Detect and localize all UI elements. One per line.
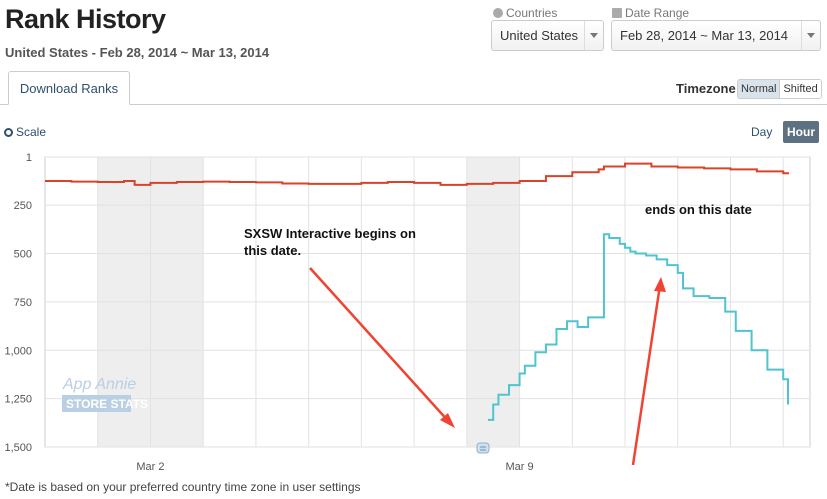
tab-bar-divider xyxy=(0,104,827,105)
y-tick-label-1: 250 xyxy=(14,200,32,212)
date-range-label: Date Range xyxy=(612,6,689,20)
y-tick-label-0: 1 xyxy=(26,152,32,164)
timezone-label: Timezone xyxy=(676,81,736,96)
timezone-normal-button[interactable]: Normal xyxy=(738,80,781,98)
arrow-start-line xyxy=(309,267,451,424)
arrow-end-line xyxy=(631,284,662,466)
chevron-down-icon xyxy=(801,21,820,50)
footnote: *Date is based on your preferred country… xyxy=(5,480,361,494)
date-range-select[interactable]: Feb 28, 2014 ~ Mar 13, 2014 xyxy=(611,20,821,51)
watermark: App Annie STORE STATS xyxy=(62,376,148,412)
annotation-sxsw-ends: ends on this date xyxy=(645,202,752,217)
y-tick-label-3: 750 xyxy=(14,297,32,309)
globe-icon xyxy=(493,8,503,18)
day-button[interactable]: Day xyxy=(751,125,773,139)
countries-select-value: United States xyxy=(500,28,579,43)
timezone-shifted-button[interactable]: Shifted xyxy=(780,80,821,98)
date-range-label-text: Date Range xyxy=(625,6,690,20)
watermark-line2: STORE STATS xyxy=(66,397,148,411)
annotation-sxsw-begins: SXSW Interactive begins on this date. xyxy=(244,226,416,258)
countries-select[interactable]: United States xyxy=(491,20,604,51)
arrow-end-head xyxy=(654,277,666,292)
rank-history-chart: 1 250 500 750 1,000 1,250 1,500 Mar 2 Mar 9 App… xyxy=(4,152,811,473)
watermark-line1: App Annie xyxy=(62,376,136,393)
y-tick-label-5: 1,250 xyxy=(4,394,32,406)
zoom-icon xyxy=(4,127,13,137)
note-icon[interactable] xyxy=(476,442,490,454)
timezone-toggle: Normal Shifted xyxy=(737,79,822,99)
countries-label-text: Countries xyxy=(506,6,558,20)
countries-label: Countries xyxy=(493,6,557,20)
series-line-0 xyxy=(45,162,789,186)
chevron-down-icon xyxy=(584,21,603,50)
arrow-start-head xyxy=(440,413,455,428)
page-subtitle: United States - Feb 28, 2014 ~ Mar 13, 2… xyxy=(5,45,270,60)
y-tick-label-6: 1,500 xyxy=(4,442,32,454)
scale-label: Scale xyxy=(16,125,47,139)
date-range-select-value: Feb 28, 2014 ~ Mar 13, 2014 xyxy=(620,28,789,43)
x-tick-label-0: Mar 2 xyxy=(136,461,164,473)
y-tick-label-2: 500 xyxy=(14,249,32,261)
page-title: Rank History xyxy=(5,4,166,34)
watermark-badge xyxy=(62,395,131,412)
tab-download-ranks[interactable]: Download Ranks xyxy=(8,71,130,105)
hour-button[interactable]: Hour xyxy=(783,121,819,143)
x-tick-label-1: Mar 9 xyxy=(506,461,534,473)
scale-button[interactable]: Scale xyxy=(4,125,46,139)
y-tick-label-4: 1,000 xyxy=(4,345,32,357)
series-line-1 xyxy=(487,233,789,421)
calendar-icon xyxy=(612,8,622,18)
